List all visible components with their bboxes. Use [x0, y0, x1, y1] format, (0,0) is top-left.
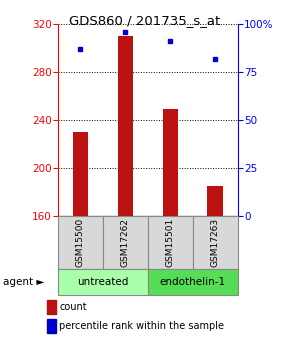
Bar [47, 300, 56, 314]
FancyBboxPatch shape [148, 216, 193, 269]
Text: GSM17263: GSM17263 [211, 218, 220, 267]
Text: percentile rank within the sample: percentile rank within the sample [59, 321, 224, 331]
Text: GSM15500: GSM15500 [76, 218, 85, 267]
Bar [162, 109, 178, 216]
Bar [207, 186, 223, 216]
Bar [72, 132, 88, 216]
Text: endothelin-1: endothelin-1 [160, 277, 226, 287]
FancyBboxPatch shape [193, 216, 238, 269]
FancyBboxPatch shape [58, 269, 148, 295]
FancyBboxPatch shape [103, 216, 148, 269]
Text: GSM15501: GSM15501 [166, 218, 175, 267]
FancyBboxPatch shape [148, 269, 238, 295]
Text: GDS860 / 201735_s_at: GDS860 / 201735_s_at [69, 14, 221, 27]
Bar [47, 319, 56, 333]
Bar [117, 36, 133, 216]
FancyBboxPatch shape [58, 216, 103, 269]
Text: agent ►: agent ► [3, 277, 44, 287]
Text: count: count [59, 302, 87, 312]
Text: untreated: untreated [77, 277, 129, 287]
Text: GSM17262: GSM17262 [121, 218, 130, 267]
